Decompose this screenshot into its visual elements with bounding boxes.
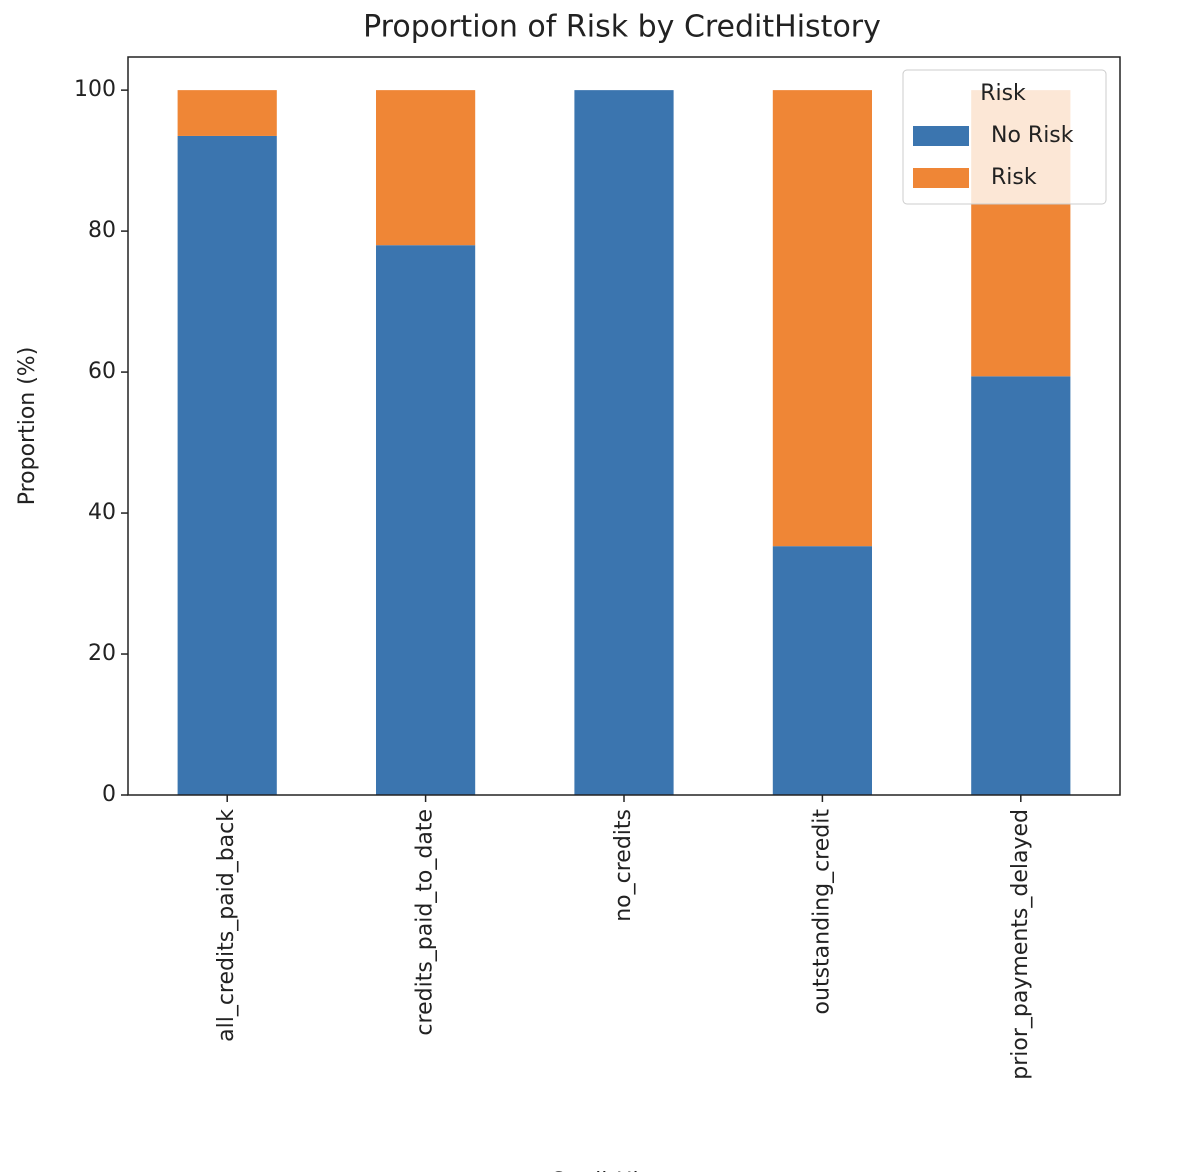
x-tick-label: no_credits bbox=[611, 809, 636, 922]
y-axis-label: Proportion (%) bbox=[15, 347, 40, 506]
legend-swatch bbox=[913, 168, 969, 188]
y-tick-label: 0 bbox=[102, 782, 116, 807]
x-axis-label: CreditHistory bbox=[550, 1169, 694, 1172]
chart-title: Proportion of Risk by CreditHistory bbox=[363, 10, 881, 45]
plot-frame bbox=[127, 56, 1121, 796]
bar-segment bbox=[574, 90, 674, 796]
x-tick-label: prior_payments_delayed bbox=[1008, 809, 1033, 1080]
y-tick-label: 100 bbox=[74, 77, 116, 102]
y-tick-label: 20 bbox=[88, 641, 116, 666]
bar-segment bbox=[177, 135, 277, 795]
x-tick-label: credits_paid_to_date bbox=[413, 809, 438, 1036]
bar-segment bbox=[772, 90, 872, 547]
bar-segment bbox=[376, 90, 476, 246]
y-tick-label: 80 bbox=[88, 218, 116, 243]
x-tick-label: outstanding_credit bbox=[809, 809, 834, 1015]
bar-segment bbox=[971, 376, 1071, 795]
y-tick-label: 40 bbox=[88, 500, 116, 525]
bar-segment bbox=[177, 90, 277, 136]
legend-title: Risk bbox=[980, 81, 1026, 106]
legend-label: No Risk bbox=[991, 123, 1074, 148]
x-tick-label: all_credits_paid_back bbox=[214, 809, 239, 1042]
legend-label: Risk bbox=[991, 165, 1037, 190]
bar-segment bbox=[772, 546, 872, 795]
legend-swatch bbox=[913, 126, 969, 146]
y-tick-label: 60 bbox=[88, 359, 116, 384]
bar-segment bbox=[376, 245, 476, 796]
